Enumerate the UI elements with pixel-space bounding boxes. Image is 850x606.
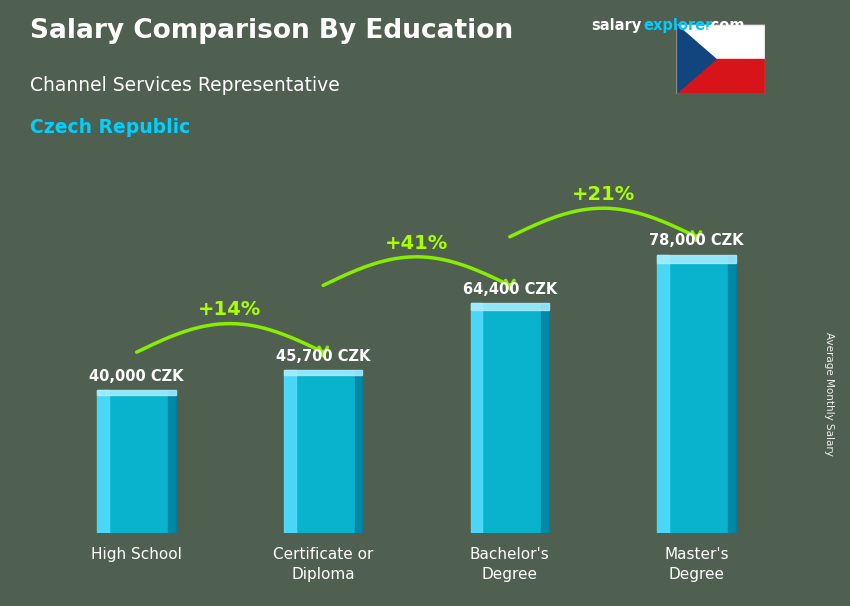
Text: .com: .com (706, 18, 745, 33)
Text: 64,400 CZK: 64,400 CZK (462, 282, 557, 297)
Bar (728, 255, 735, 533)
Text: 45,700 CZK: 45,700 CZK (276, 348, 371, 364)
Bar (471, 303, 549, 533)
Bar (98, 390, 176, 533)
Text: Salary Comparison By Education: Salary Comparison By Education (30, 18, 513, 44)
Text: +21%: +21% (571, 185, 635, 204)
Bar (471, 303, 482, 533)
Text: explorer: explorer (643, 18, 713, 33)
Bar (168, 390, 176, 533)
Bar (541, 303, 549, 533)
Bar (98, 390, 176, 395)
Bar (354, 370, 362, 533)
Bar (284, 370, 362, 533)
Polygon shape (676, 24, 716, 94)
Bar (676, 59, 765, 94)
Text: Average Monthly Salary: Average Monthly Salary (824, 332, 834, 456)
Text: salary: salary (591, 18, 641, 33)
Bar (676, 24, 765, 59)
Text: 40,000 CZK: 40,000 CZK (89, 369, 184, 384)
Text: 78,000 CZK: 78,000 CZK (649, 233, 744, 248)
Bar (657, 255, 669, 533)
Text: Czech Republic: Czech Republic (30, 118, 190, 137)
Bar (98, 390, 109, 533)
Text: Channel Services Representative: Channel Services Representative (30, 76, 339, 95)
Bar (471, 303, 549, 310)
Bar (657, 255, 735, 533)
Text: +41%: +41% (385, 233, 448, 253)
Bar (657, 255, 735, 263)
Bar (284, 370, 296, 533)
Bar (284, 370, 362, 375)
Text: +14%: +14% (198, 301, 262, 319)
